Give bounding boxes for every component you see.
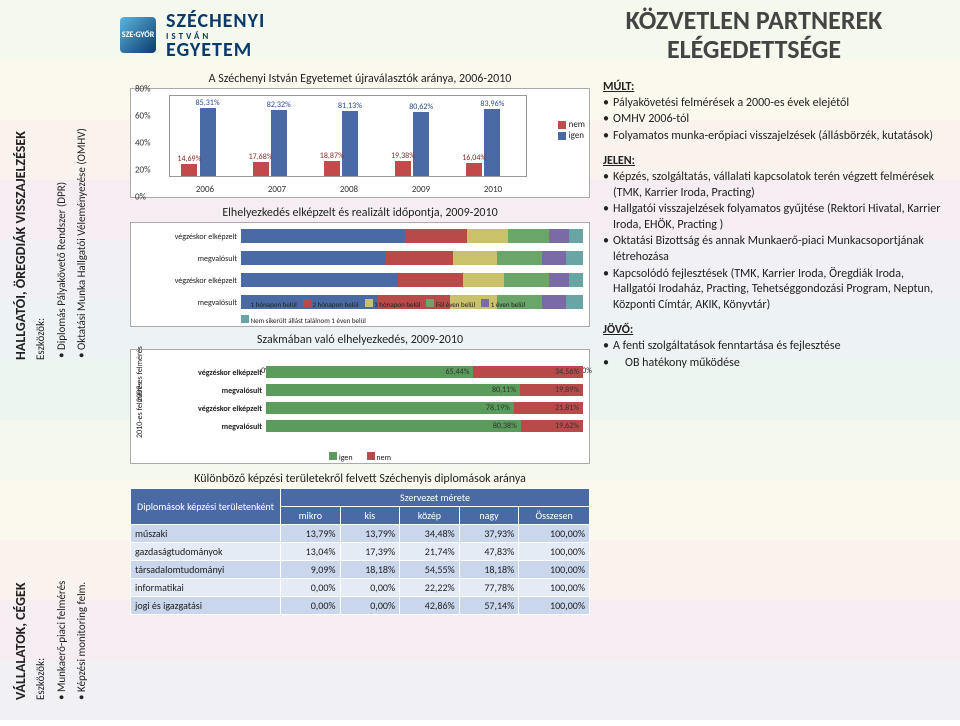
sidebar-heading-2: VÁLLALATOK, CÉGEK: [12, 582, 29, 700]
legend3-igen: igen: [339, 453, 353, 463]
bullet-subitem: OB hatékony működése: [603, 356, 948, 372]
chart2-legend: 1 hónapon belül 2 hónapon belül 3 hónapo…: [241, 299, 583, 325]
bullet-item: Oktatási Bizottság és annak Munkaerő-pia…: [603, 234, 948, 265]
table-rowhead: Diplomások képzési területenként: [131, 489, 281, 525]
legend-igen: igen: [569, 130, 584, 141]
table-col: mikro: [281, 507, 341, 525]
legend3-nem: nem: [376, 453, 391, 463]
chart2-legend-item: Fél éven belül: [426, 299, 475, 309]
table-title: Különböző képzési területekről felvett S…: [130, 472, 590, 486]
bullet-item: Hallgatói visszajelzések folyamatos gyűj…: [603, 202, 948, 233]
page-title: KÖZVETLEN PARTNEREK ELÉGEDETTSÉGE: [564, 6, 944, 63]
title-line1: KÖZVETLEN PARTNEREK: [626, 4, 883, 36]
chart2-legend-item: 1 hónapon belül: [241, 299, 297, 309]
right-text-panel: MÚLT: Pályakövetési felmérések a 2000-es…: [603, 80, 948, 381]
bullet-item: OMHV 2006-tól: [603, 112, 948, 128]
chart2-row: végzéskor elképzelt: [241, 229, 583, 249]
logo-line1: SZÉCHENYI: [166, 9, 265, 33]
chart1-bargroup: 18,87% 81,13%: [312, 96, 369, 176]
chart1-ytick: 20%: [135, 165, 151, 176]
chart1-bargroup: 16,04% 83,96%: [455, 96, 512, 176]
chart1-bargroup: 19,38% 80,62%: [384, 96, 441, 176]
title-line2: ELÉGEDETTSÉGE: [667, 33, 841, 65]
table-col: közép: [400, 507, 460, 525]
jelen-title: JELEN:: [603, 154, 635, 168]
chart3-row: végzéskor elképzelt 78,19%21,81%: [266, 402, 583, 420]
chart1: 14,69% 85,31% 17,68% 82,32% 18,87% 81,13…: [130, 88, 590, 198]
chart3-row: megvalósult 80,38%19,62%: [266, 420, 583, 438]
chart2-legend-item: Nem sikerült állást találnom 1 éven belü…: [241, 315, 366, 325]
logo-line3: EGYETEM: [166, 38, 265, 62]
chart3-row: végzéskor elképzelt 65,44%34,56%: [266, 366, 583, 384]
chart1-xtick: 2009: [412, 184, 430, 195]
table-row: informatikai0,00%0,00%22,22%77,78%100,00…: [131, 579, 590, 597]
table-row: műszaki13,79%13,79%34,48%37,93%100,00%: [131, 525, 590, 543]
chart1-ytick: 40%: [135, 138, 151, 149]
chart2-legend-item: 2 hónapon belül: [303, 299, 359, 309]
legend-nem: nem: [569, 119, 585, 130]
sidebar-tools-2: Eszközök:: [34, 658, 47, 700]
jovo-list: A fenti szolgáltatások fenntartása és fe…: [603, 339, 948, 371]
table-row: társadalomtudományi9,09%18,18%54,55%18,1…: [131, 561, 590, 579]
sidebar-bullet-omhv: • Oktatási Munka Hallgatói Véleményezése…: [75, 128, 88, 358]
table-spanhead: Szervezet mérete: [281, 489, 590, 507]
chart1-xtick: 2010: [484, 184, 502, 195]
sidebar-bullet-mp: • Munkaerő-piaci felmérés: [55, 581, 68, 700]
chart3-grouplabel: 2010-es felmérés: [135, 382, 145, 438]
sidebar-bullet-km: • Képzési monitoring felm.: [75, 582, 88, 700]
sidebar-heading-1: HALLGATÓI, ÖREGDIÁK VISSZAJELZÉSEK: [12, 131, 29, 360]
sidebar-tools-1: Eszközök:: [34, 318, 47, 360]
chart1-xtick: 2007: [268, 184, 286, 195]
diploma-table-wrap: Különböző képzési területekről felvett S…: [130, 472, 590, 615]
bullet-item: Pályakövetési felmérések a 2000-es évek …: [603, 96, 948, 112]
chart1-bargroup: 14,69% 85,31%: [170, 96, 227, 176]
table-col: kis: [340, 507, 400, 525]
chart2-row: megvalósult: [241, 251, 583, 271]
chart2-row: végzéskor elképzelt: [241, 273, 583, 293]
bullet-item: A fenti szolgáltatások fenntartása és fe…: [603, 339, 948, 355]
chart1-xtick: 2006: [196, 184, 214, 195]
table-col: nagy: [459, 507, 519, 525]
chart3: 0%10%20%30%40%50%60%70%80%90%100%végzésk…: [130, 349, 590, 464]
chart1-xtick: 2008: [340, 184, 358, 195]
sidebar-bullet-dpr: • Diplomás Pályakövető Rendszer (DPR): [55, 182, 68, 358]
chart3-row: megvalósult 80,11%19,89%: [266, 384, 583, 402]
jovo-title: JÖVŐ:: [603, 323, 633, 337]
diploma-table: Diplomások képzési területenkéntSzerveze…: [130, 488, 590, 615]
bullet-item: Kapcsolódó fejlesztések (TMK, Karrier Ir…: [603, 267, 948, 314]
left-sidebar: HALLGATÓI, ÖREGDIÁK VISSZAJELZÉSEK Eszkö…: [0, 0, 120, 726]
chart3-title: Szakmában való elhelyezkedés, 2009-2010: [130, 333, 590, 347]
table-col: Összesen: [519, 507, 590, 525]
table-row: jogi és igazgatási0,00%0,00%42,86%57,14%…: [131, 597, 590, 615]
chart2-legend-item: 1 éven belül: [481, 299, 525, 309]
chart1-title: A Széchenyi István Egyetemet újraválaszt…: [130, 72, 590, 86]
jelen-list: Képzés, szolgáltatás, vállalati kapcsola…: [603, 170, 948, 313]
chart1-ytick: 60%: [135, 111, 151, 122]
bullet-item: Képzés, szolgáltatás, vállalati kapcsola…: [603, 170, 948, 201]
logo-badge: SZE·GYŐR: [120, 17, 156, 53]
bullet-item: Folyamatos munka-erőpiaci visszajelzések…: [603, 129, 948, 145]
chart1-ytick: 80%: [135, 84, 151, 95]
logo-text: SZÉCHENYI ISTVÁN EGYETEM: [166, 9, 265, 62]
chart3-legend: igen nem: [329, 452, 391, 463]
chart2: végzéskor elképzeltmegvalósultvégzéskor …: [130, 222, 590, 327]
chart1-ytick: 0%: [135, 192, 146, 203]
charts-column: A Széchenyi István Egyetemet újraválaszt…: [130, 72, 590, 615]
table-row: gazdaságtudományok13,04%17,39%21,74%47,8…: [131, 543, 590, 561]
chart2-title: Elhelyezkedés elképzelt és realizált idő…: [130, 206, 590, 220]
mult-title: MÚLT:: [603, 80, 634, 94]
mult-list: Pályakövetési felmérések a 2000-es évek …: [603, 96, 948, 145]
chart1-legend: nem igen: [558, 119, 585, 141]
chart1-bargroup: 17,68% 82,32%: [241, 96, 298, 176]
chart2-legend-item: 3 hónapon belül: [365, 299, 421, 309]
